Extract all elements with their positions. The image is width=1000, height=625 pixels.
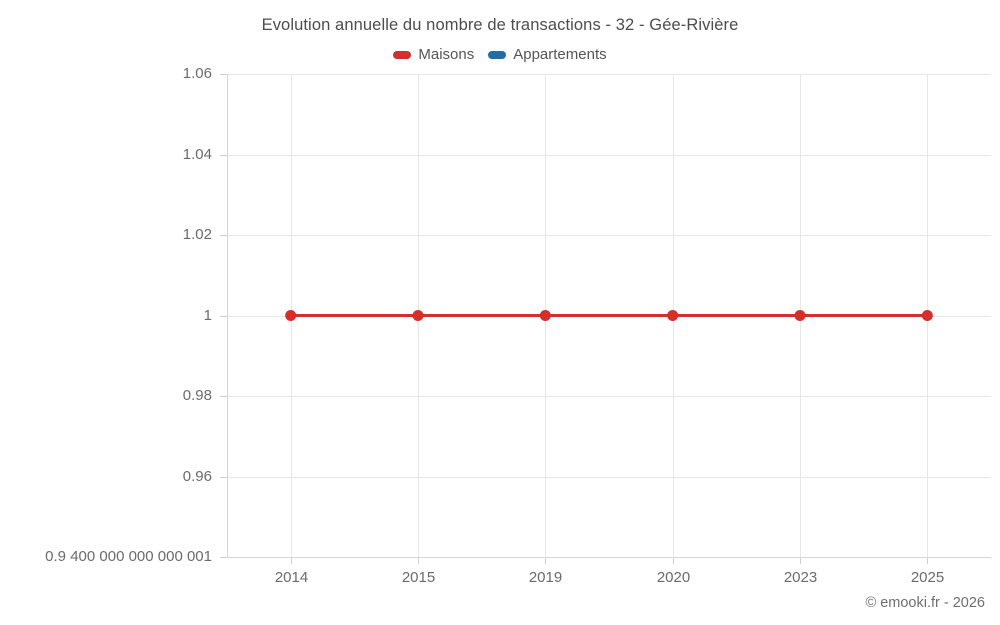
y-axis-label: 1.04 [182,146,212,163]
legend-swatch-maisons-icon [393,50,412,59]
copyright-credit: © emooki.fr - 2026 [865,595,985,611]
x-axis-label: 2020 [656,569,691,586]
legend: Maisons Appartements [0,46,1000,63]
x-axis-label: 2014 [274,569,309,586]
y-axis-label: 1.02 [182,226,212,243]
data-point-maisons-2015[interactable] [412,310,424,321]
x-axis-label: 2019 [528,569,563,586]
data-point-maisons-2019[interactable] [539,310,551,321]
legend-label-maisons: Maisons [418,46,475,63]
legend-item-maisons[interactable]: Maisons [393,46,474,63]
y-axis-label: 1 [203,307,212,324]
data-point-maisons-2020[interactable] [667,310,679,321]
x-axis-label: 2015 [401,569,436,586]
y-axis-label: 0.9 400 000 000 000 001 [45,548,212,565]
x-axis-label: 2023 [783,569,818,586]
data-point-maisons-2023[interactable] [794,310,806,321]
y-axis-label: 0.96 [182,468,212,485]
legend-label-appartements: Appartements [513,46,607,63]
legend-item-appartements[interactable]: Appartements [488,46,607,63]
x-axis-label: 2025 [910,569,945,586]
legend-swatch-appartements-icon [488,50,507,59]
data-point-maisons-2025[interactable] [921,310,933,321]
data-point-maisons-2014[interactable] [285,310,297,321]
y-axis-label: 0.98 [182,387,212,404]
y-axis-label: 1.06 [182,65,212,82]
chart-title: Evolution annuelle du nombre de transact… [261,16,739,34]
